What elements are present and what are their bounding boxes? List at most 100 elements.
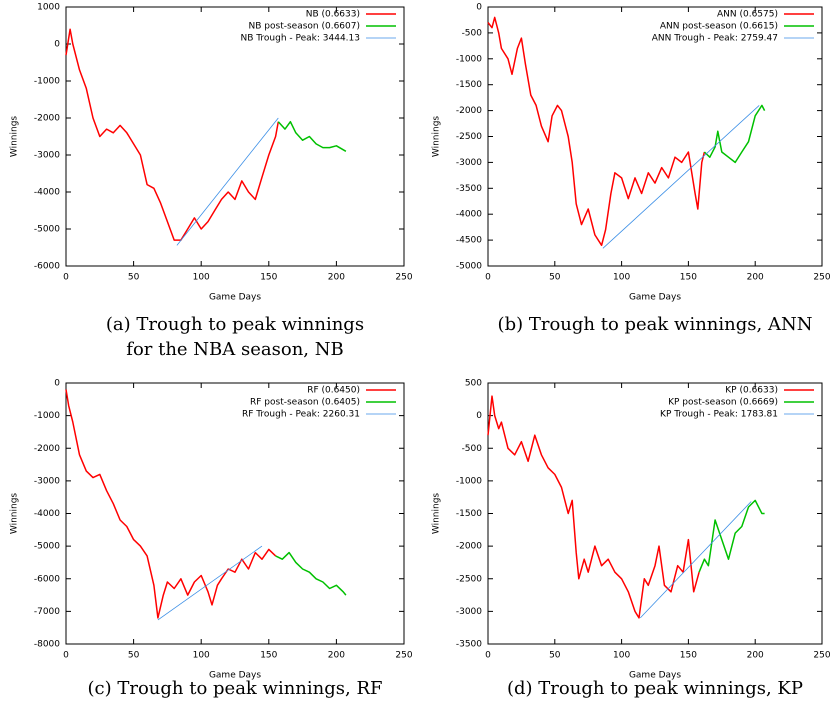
y-tick-label: -1000 <box>456 476 482 486</box>
legend-label: ANN Trough - Peak: 2759.47 <box>652 34 778 44</box>
x-tick-label: 50 <box>128 273 140 283</box>
x-tick-label: 150 <box>260 651 277 661</box>
y-tick-label: -3000 <box>456 607 482 617</box>
y-tick-label: 0 <box>476 3 482 13</box>
x-axis-label: Game Days <box>209 671 261 681</box>
x-axis-label: Game Days <box>209 293 261 303</box>
x-tick-label: 250 <box>813 651 830 661</box>
caption: (b) Trough to peak winnings, ANN <box>497 314 813 335</box>
x-tick-label: 200 <box>747 651 764 661</box>
y-tick-label: -6000 <box>34 262 60 272</box>
y-tick-label: -5000 <box>34 225 60 235</box>
x-tick-label: 100 <box>613 651 630 661</box>
y-tick-label: -4000 <box>34 509 60 519</box>
legend-label: RF Trough - Peak: 2260.31 <box>242 410 360 420</box>
y-tick-label: 1000 <box>37 3 60 13</box>
x-tick-label: 250 <box>813 273 830 283</box>
y-tick-label: -3000 <box>34 151 60 161</box>
y-tick-label: -2000 <box>456 542 482 552</box>
x-tick-label: 0 <box>63 273 69 283</box>
series-line <box>698 499 765 573</box>
y-tick-label: 500 <box>465 379 482 389</box>
series-line <box>640 501 752 619</box>
y-axis-label: Winnings <box>432 493 442 535</box>
x-tick-label: 100 <box>613 273 630 283</box>
x-tick-label: 200 <box>747 273 764 283</box>
y-tick-label: -4000 <box>456 210 482 220</box>
legend-label: RF (0.6450) <box>307 386 360 396</box>
y-tick-label: 0 <box>54 40 60 50</box>
legend-label: ANN post-season (0.6615) <box>660 22 778 32</box>
series-line <box>65 28 280 241</box>
x-tick-label: 100 <box>193 273 210 283</box>
series-line <box>65 389 277 619</box>
plot-frame <box>487 6 823 267</box>
legend-label: RF post-season (0.6405) <box>250 398 360 408</box>
legend-label: NB Trough - Peak: 3444.13 <box>240 34 360 44</box>
caption: (d) Trough to peak winnings, KP <box>507 678 803 699</box>
y-tick-label: -8000 <box>34 640 60 650</box>
y-tick-label: -2500 <box>456 574 482 584</box>
plot-frame <box>487 382 823 645</box>
y-tick-label: -1000 <box>34 411 60 421</box>
y-axis-label: Winnings <box>10 493 20 535</box>
y-tick-label: -7000 <box>34 607 60 617</box>
x-tick-label: 50 <box>549 651 561 661</box>
x-tick-label: 0 <box>485 651 491 661</box>
y-axis-label: Winnings <box>10 116 20 158</box>
y-tick-label: -4500 <box>456 236 482 246</box>
legend-label: KP (0.6633) <box>725 386 778 396</box>
y-tick-label: -2000 <box>34 444 60 454</box>
x-tick-label: 200 <box>328 651 345 661</box>
y-tick-label: -2000 <box>456 106 482 116</box>
series-line <box>275 551 347 596</box>
caption: (a) Trough to peak winnings for the NBA … <box>105 314 365 360</box>
y-tick-label: -3500 <box>456 184 482 194</box>
y-tick-label: -1000 <box>456 54 482 64</box>
series-line <box>176 117 279 246</box>
series-line <box>487 16 706 247</box>
y-tick-label: -6000 <box>34 574 60 584</box>
series-line <box>487 395 700 619</box>
x-tick-label: 50 <box>549 273 561 283</box>
y-tick-label: -3000 <box>456 158 482 168</box>
x-tick-label: 200 <box>328 273 345 283</box>
x-tick-label: 150 <box>680 651 697 661</box>
plot-frame <box>65 6 405 267</box>
y-tick-label: -500 <box>462 444 483 454</box>
y-tick-label: -4000 <box>34 188 60 198</box>
series-line <box>602 105 760 249</box>
x-tick-label: 150 <box>260 273 277 283</box>
x-tick-label: 250 <box>395 273 412 283</box>
y-tick-label: -1500 <box>456 80 482 90</box>
series-line <box>703 104 766 164</box>
legend-label: ANN (0.6575) <box>717 10 778 20</box>
x-tick-label: 250 <box>395 651 412 661</box>
series-line <box>157 545 263 621</box>
legend-label: KP post-season (0.6669) <box>668 398 778 408</box>
y-tick-label: 0 <box>476 411 482 421</box>
series-line <box>277 120 347 152</box>
legend-label: KP Trough - Peak: 1783.81 <box>660 410 778 420</box>
y-axis-label: Winnings <box>432 116 442 158</box>
x-tick-label: 50 <box>128 651 140 661</box>
y-tick-label: -1000 <box>34 77 60 87</box>
x-tick-label: 100 <box>193 651 210 661</box>
x-axis-label: Game Days <box>629 671 681 681</box>
y-tick-label: 0 <box>54 379 60 389</box>
x-axis-label: Game Days <box>629 293 681 303</box>
legend-label: NB (0.6633) <box>306 10 360 20</box>
y-tick-label: -3000 <box>34 476 60 486</box>
y-tick-label: -3500 <box>456 640 482 650</box>
y-tick-label: -5000 <box>456 262 482 272</box>
caption: (c) Trough to peak winnings, RF <box>87 678 383 699</box>
y-tick-label: -1500 <box>456 509 482 519</box>
x-tick-label: 0 <box>485 273 491 283</box>
legend-label: NB post-season (0.6607) <box>249 22 360 32</box>
y-tick-label: -2000 <box>34 114 60 124</box>
x-tick-label: 0 <box>63 651 69 661</box>
y-tick-label: -2500 <box>456 132 482 142</box>
y-tick-label: -5000 <box>34 542 60 552</box>
